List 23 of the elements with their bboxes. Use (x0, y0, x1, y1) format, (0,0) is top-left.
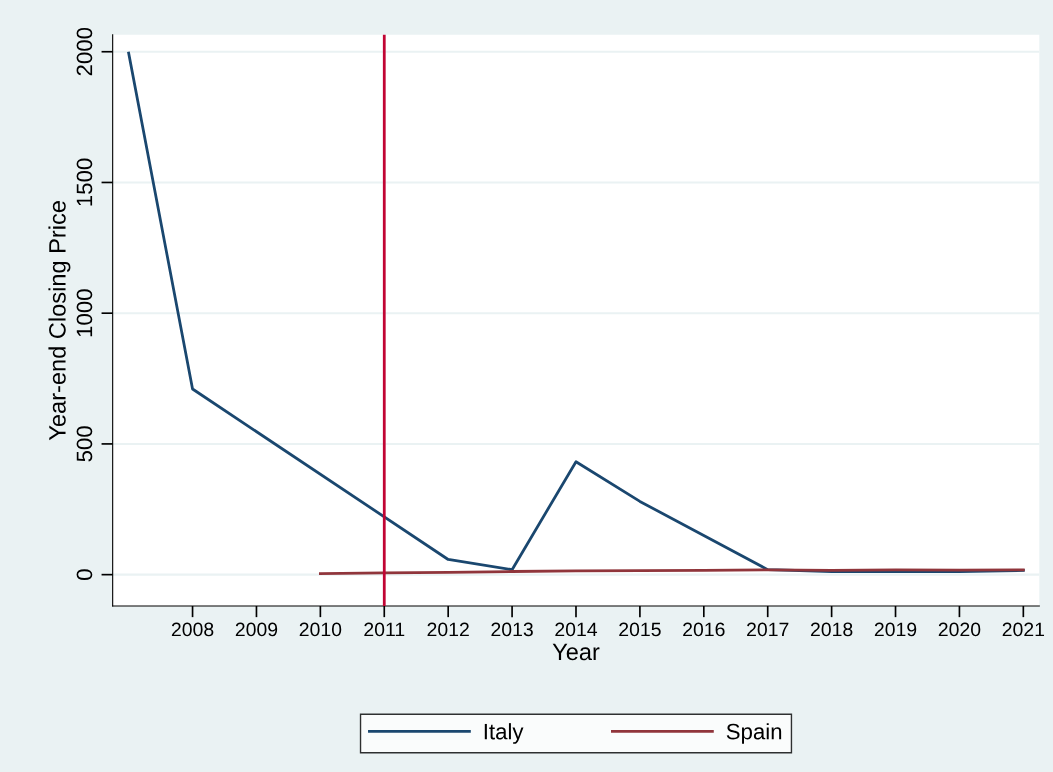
x-tick-label: 2020 (938, 622, 981, 637)
y-tick-label: 500 (76, 426, 93, 462)
x-tick-label: 2017 (747, 622, 789, 637)
x-tick-label: 2016 (683, 622, 725, 637)
x-tick-label: 2010 (299, 622, 342, 637)
x-tick-label: 2018 (810, 622, 853, 637)
x-tick-label: 2012 (427, 622, 469, 637)
legend-label: Italy (484, 723, 524, 744)
x-axis-title: Year (552, 643, 600, 661)
y-tick-label: 0 (76, 569, 93, 580)
x-tick-label: 2011 (364, 622, 405, 637)
y-axis-title: Year-end Closing Price (48, 201, 71, 441)
x-tick-label: 2009 (235, 622, 278, 637)
x-tick-label: 2019 (874, 622, 917, 637)
x-tick-label: 2013 (491, 622, 533, 637)
x-tick-label: 2015 (619, 622, 661, 637)
y-tick-label: 1000 (76, 289, 93, 337)
x-tick-label: 2021 (1002, 622, 1045, 637)
y-tick-label: 2000 (76, 27, 93, 76)
x-tick-label: 2014 (555, 622, 598, 637)
legend-label: Spain (726, 723, 782, 744)
y-tick-label: 1500 (76, 158, 93, 206)
x-tick-label: 2008 (171, 622, 214, 637)
